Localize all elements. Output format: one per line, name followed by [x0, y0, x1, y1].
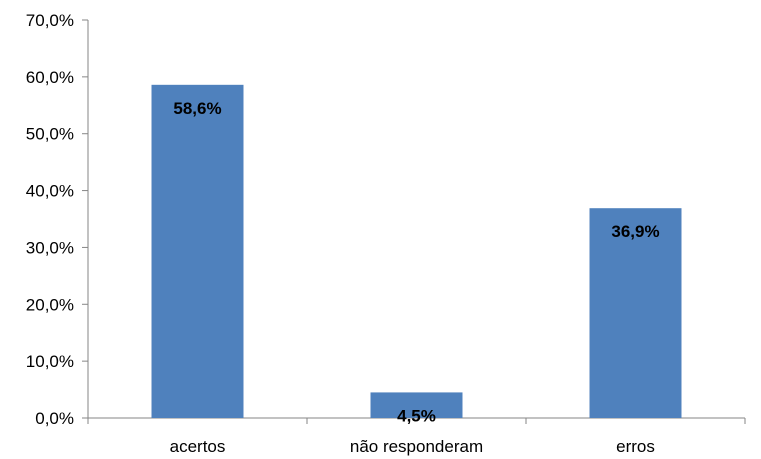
bar-0 [151, 84, 244, 419]
bar-1 [370, 392, 463, 418]
y-tick-label: 0,0% [35, 409, 74, 428]
data-label: 58,6% [173, 99, 221, 118]
y-axis: 0,0% 10,0% 20,0% 30,0% 40,0% 50,0% 60,0% 70,0% [26, 11, 89, 428]
y-tick-label: 70,0% [26, 11, 74, 30]
data-labels: 58,6% 4,5% 36,9% [173, 99, 659, 426]
y-tick-label: 10,0% [26, 352, 74, 371]
data-label: 4,5% [397, 406, 436, 425]
category-label: acertos [170, 437, 226, 456]
category-label: não responderam [350, 437, 483, 456]
y-tick-label: 20,0% [26, 295, 74, 314]
y-tick-label: 60,0% [26, 68, 74, 87]
y-tick-label: 50,0% [26, 125, 74, 144]
y-tick-label: 40,0% [26, 182, 74, 201]
bar-2 [589, 208, 682, 418]
category-label: erros [616, 437, 655, 456]
bars [151, 84, 682, 419]
data-label: 36,9% [611, 222, 659, 241]
y-tick-label: 30,0% [26, 238, 74, 257]
